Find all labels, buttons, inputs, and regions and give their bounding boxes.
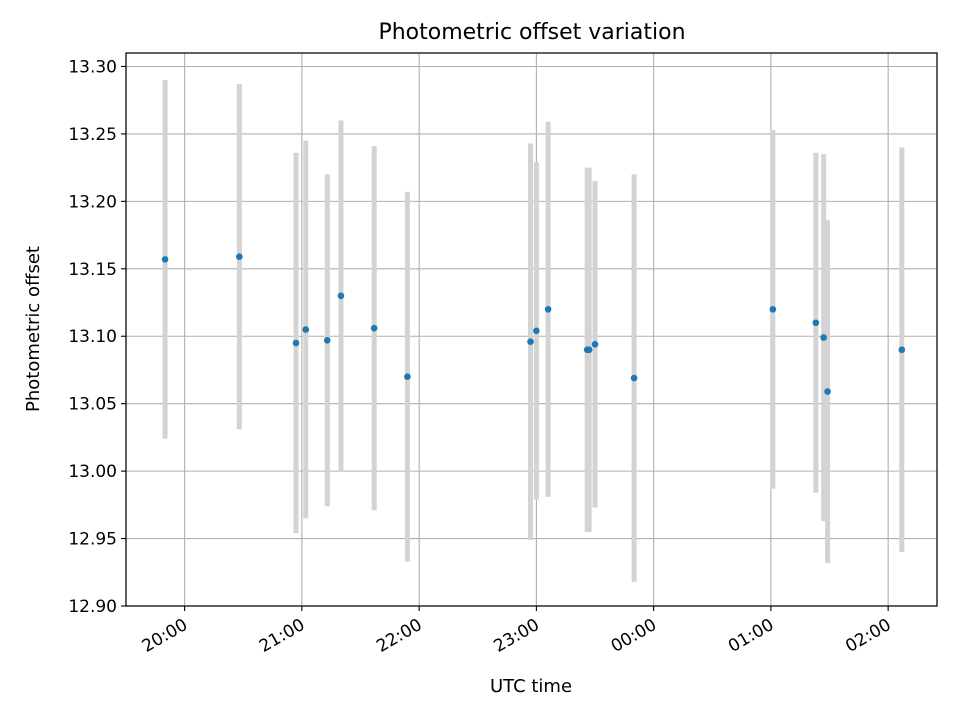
y-tick-label: 12.95 (68, 530, 117, 550)
y-axis-ticks: 12.90 12.95 13.00 13.05 13.10 13.15 13.20 13.25… (68, 57, 126, 617)
data-point (585, 346, 593, 354)
data-point (812, 319, 820, 327)
data-point (769, 305, 777, 313)
y-tick-label: 13.30 (68, 57, 117, 77)
y-tick-label: 13.10 (68, 327, 117, 347)
y-tick-label: 12.90 (68, 597, 117, 617)
y-tick-label: 13.00 (68, 462, 117, 482)
y-axis-label: Photometric offset (23, 246, 44, 412)
y-tick-label: 13.25 (68, 125, 117, 145)
data-point (337, 292, 345, 300)
data-point (591, 341, 599, 348)
y-tick-label: 13.15 (68, 260, 117, 280)
data-point (161, 256, 169, 263)
data-point (323, 336, 331, 344)
data-point (292, 339, 300, 347)
data-points (161, 253, 906, 395)
data-point (236, 253, 243, 260)
data-point (370, 324, 378, 332)
data-point (527, 338, 534, 345)
data-point (533, 327, 540, 335)
data-point (820, 334, 827, 341)
chart-title: Photometric offset variation (378, 20, 685, 45)
data-point (630, 374, 638, 382)
plot-area-frame (125, 52, 938, 607)
data-point (544, 305, 552, 313)
data-point (898, 346, 906, 354)
x-axis-label: UTC time (490, 676, 572, 697)
data-point (404, 373, 411, 381)
y-tick-label: 13.20 (68, 192, 117, 212)
data-point (824, 388, 831, 395)
y-tick-label: 13.05 (68, 395, 117, 415)
data-point (302, 326, 310, 333)
